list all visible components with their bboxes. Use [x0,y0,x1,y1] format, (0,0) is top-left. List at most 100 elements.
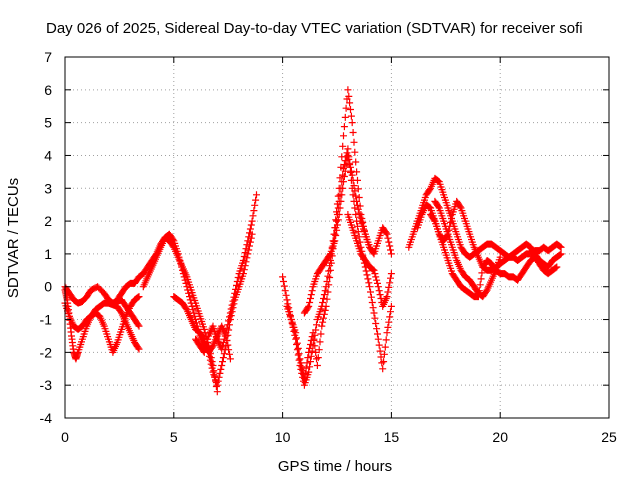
data-point [353,197,361,205]
data-point [323,295,331,303]
data-point [374,335,382,343]
plot-frame [64,56,610,419]
data-point [307,358,314,366]
data-point [182,304,190,312]
data-point [356,213,364,221]
data-point [186,296,194,304]
data-point [370,309,378,317]
data-point [298,363,306,371]
data-point [341,167,349,175]
data-point [188,302,196,310]
data-point [208,364,216,372]
data-point [369,304,377,312]
data-point [351,187,359,195]
data-point [331,230,339,238]
data-point [354,205,362,213]
data-point [349,176,357,184]
data-point [478,269,486,277]
data-point [375,287,383,295]
data-point [200,348,208,356]
data-point [386,279,394,287]
data-point [318,322,326,330]
data-point [375,341,383,349]
y-tick-label: -2 [40,344,53,360]
y-tick-label: 1 [44,246,52,262]
y-tick-label: 6 [44,82,52,98]
data-point [344,86,352,94]
data-point [447,218,455,226]
data-point [179,266,186,274]
data-point [344,145,352,153]
data-point [315,346,323,354]
data-point [332,232,340,239]
data-point [326,274,334,281]
data-point [169,236,177,243]
y-tick-labels: -4 -3 -2 -1 0 1 2 3 4 5 6 7 [40,49,53,426]
data-point [371,314,379,322]
data-point [340,123,348,131]
series-prn-l [405,174,565,264]
x-tick-label: 5 [170,429,178,445]
data-point [349,129,357,136]
y-tick-label: 4 [44,147,52,163]
data-point [368,265,376,273]
data-point [226,309,234,317]
data-point [372,273,380,281]
data-point [348,119,356,127]
data-point [243,241,251,249]
data-point [204,335,212,343]
y-axis-label: SDTVAR / TECUs [5,178,22,298]
data-point [245,233,253,241]
data-point [180,273,188,281]
data-point [222,329,230,337]
data-point [240,253,248,260]
data-point [339,171,347,179]
data-point [347,163,354,171]
data-point [305,348,313,356]
data-point [355,209,363,217]
series-prn-o [431,197,504,301]
data-point [248,217,256,225]
x-tick-label: 25 [601,429,617,445]
data-point [294,344,302,352]
data-point [239,257,247,264]
data-point [352,211,360,218]
data-point [348,171,356,179]
data-point [219,342,226,350]
data-point [342,104,350,112]
x-tick-label: 10 [275,429,291,445]
data-point [327,259,335,267]
data-point [364,275,372,283]
data-point [226,313,233,321]
data-point [339,142,347,150]
data-point [374,283,382,291]
data-point [216,369,224,377]
data-point [223,325,231,333]
data-point [371,270,379,278]
data-point [225,317,233,325]
data-point [355,194,363,201]
data-point [213,381,221,389]
data-point [304,304,312,312]
data-point [303,359,311,367]
data-point [334,192,342,200]
data-point [362,267,370,275]
data-point [202,342,210,350]
data-point [233,278,241,285]
data-point [300,375,308,383]
data-point [372,320,380,327]
data-point [181,276,189,284]
y-tick-label: 7 [44,49,52,65]
data-point [296,355,304,363]
data-point [323,278,331,285]
data-point [321,306,329,314]
data-point [230,293,238,301]
data-point [384,288,392,296]
data-point [182,279,190,287]
data-point [376,347,384,355]
data-point [336,204,344,212]
x-tick-label: 0 [61,429,69,445]
data-point [229,297,237,305]
y-tick-label: 3 [44,180,52,196]
data-point [387,246,394,254]
